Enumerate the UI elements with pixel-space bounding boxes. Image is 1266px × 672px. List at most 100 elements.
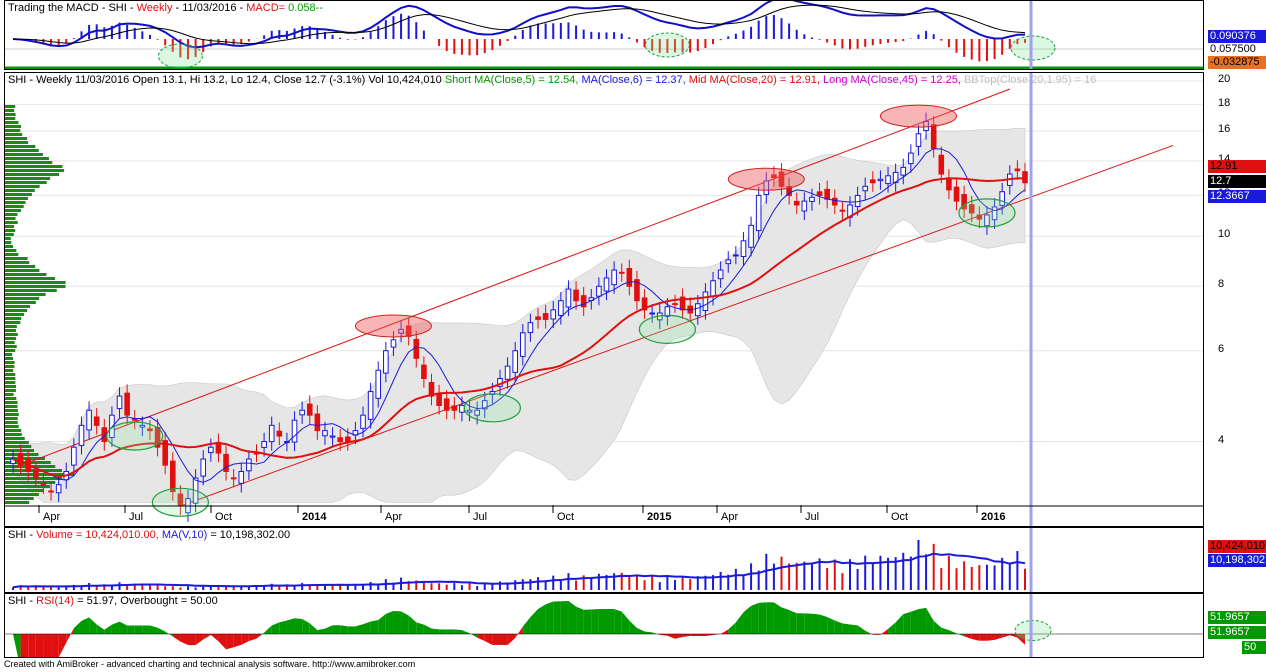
volume-profile-bar [5,389,16,392]
rsi-area-segment [546,602,554,635]
volume-profile-bar [5,393,14,396]
candle-body [810,197,815,201]
x-axis-label: Oct [891,511,908,523]
volume-profile-bar [5,137,27,140]
candle-body [94,417,99,425]
candle-body [201,459,206,476]
rsi-area-segment [393,611,401,634]
rsi-area-segment [431,629,439,634]
rsi-area-segment [279,621,287,634]
rsi-area-segment [949,630,957,634]
candle-body [947,178,952,190]
volume-badge-1: 10,424,010 [1208,540,1266,553]
candle-body [338,438,343,442]
rsi-area-segment [348,626,356,634]
rsi-area-segment [462,630,470,634]
price-badge: 12.7 [1208,175,1266,188]
rsi-badge-2: 51.9657 [1208,626,1266,639]
candle-body [41,483,46,484]
volume-profile-bar [5,177,50,180]
volume-profile-bar [5,489,43,492]
volume-title-ma: MA(V,10) [162,529,207,541]
candle-body [345,437,350,442]
rsi-badge-3: 50 [1242,641,1266,654]
candle-body [840,210,845,211]
rsi-area-segment [447,629,455,634]
rsi-area-segment [736,612,744,634]
x-axis-label: Jul [473,511,487,523]
rsi-area-segment [317,629,325,634]
candle-body [361,415,366,428]
swing-low-marker [152,488,208,516]
rsi-area-segment [645,632,653,634]
rsi-area-segment [218,634,226,649]
rsi-area-segment [180,634,188,645]
footer-credit: Created with AmiBroker - advanced charti… [4,659,415,669]
volume-title-ma-value: = 10,198,302.00 [207,529,290,541]
volume-profile-bar [5,241,11,244]
volume-profile-bar [5,305,30,308]
volume-profile-bar [5,369,13,372]
rsi-area-segment [812,614,820,634]
swing-low-marker [107,422,163,450]
macd-title-macd: MACD= [246,2,285,14]
candle-body [817,192,822,196]
volume-profile-bar [5,257,28,260]
x-axis-label: Oct [557,511,574,523]
volume-pane: SHI - Volume = 10,424,010.00, MA(V,10) =… [4,527,1204,593]
rsi-badge-1: 51.9657 [1208,611,1266,624]
swing-high-marker [880,105,956,127]
price-title-bbtop: BBTop(Close,20,1.95) = 16 [964,74,1096,86]
candle-body [931,125,936,149]
volume-profile-bar [5,297,39,300]
candle-body [954,187,959,201]
candle-body [209,447,214,452]
rsi-area-segment [979,634,987,641]
price-tick-label: 10 [1218,228,1230,240]
volume-profile-bar [5,409,18,412]
swing-low-marker [959,199,1015,227]
volume-profile-bar [5,261,29,264]
volume-profile-bar [5,401,18,404]
rsi-area-segment [584,610,592,635]
rsi-area-segment [820,614,828,634]
swing-low-marker [639,315,695,343]
candle-body [330,436,335,437]
rsi-area-segment [363,622,371,635]
candle-body [422,365,427,378]
rsi-area-segment [310,623,318,634]
candle-body [543,314,548,320]
macd-title-period: Weekly [137,2,173,14]
candle-body [734,255,739,256]
candle-body [756,195,761,230]
macd-badge-1: 0.090376 [1208,30,1266,43]
rsi-area-segment [59,634,67,657]
candle-body [566,289,571,307]
rsi-area-segment [804,613,812,634]
rsi-area-segment [827,617,835,634]
candle-body [574,290,579,301]
rsi-marker [1015,621,1051,641]
volume-profile-bar [5,481,55,484]
candle-body [72,447,77,465]
rsi-area-segment [234,634,242,647]
macd-cross-marker [645,33,689,57]
volume-profile-bar [5,189,35,192]
rsi-area-segment [173,634,181,642]
rsi-area-segment [89,617,97,634]
volume-profile-bar [5,281,66,284]
volume-profile-bar [5,233,14,236]
rsi-area-segment [888,622,896,634]
price-title-ohlc: SHI - Weekly 11/03/2016 Open 13.1, Hi 13… [8,74,445,86]
candle-body [384,351,389,373]
rsi-area-segment [835,621,843,634]
volume-profile-bar [5,337,16,340]
volume-profile-bar [5,353,12,356]
volume-profile-bar [5,429,21,432]
volume-profile-bar [5,325,17,328]
volume-profile-bar [5,329,16,332]
rsi-area-segment [538,604,546,634]
macd-badge-3: -0.032875 [1208,56,1266,69]
rsi-area-segment [112,622,120,634]
volume-profile-bar [5,433,22,436]
